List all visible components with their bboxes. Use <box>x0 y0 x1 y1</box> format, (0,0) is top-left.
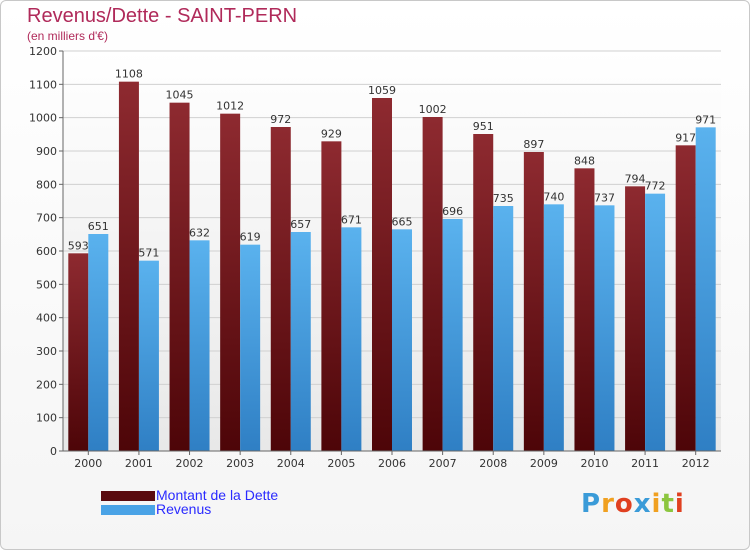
bar-dette <box>220 113 241 452</box>
bar-revenus <box>240 244 261 451</box>
data-label-dette: 593 <box>68 239 89 252</box>
y-tick-label: 900 <box>36 145 57 158</box>
data-label-revenus: 619 <box>240 231 261 244</box>
x-tick-label: 2012 <box>682 457 710 470</box>
x-tick-label: 2003 <box>226 457 254 470</box>
data-label-dette: 951 <box>473 120 494 133</box>
bar-revenus <box>88 234 109 451</box>
bar-dette <box>68 253 89 451</box>
data-label-revenus: 772 <box>645 180 666 193</box>
data-label-revenus: 632 <box>189 226 210 239</box>
bar-revenus <box>341 227 362 451</box>
y-tick-label: 400 <box>36 312 57 325</box>
x-tick-label: 2002 <box>176 457 204 470</box>
bar-revenus <box>543 204 564 451</box>
data-label-revenus: 671 <box>341 213 362 226</box>
y-tick-label: 1200 <box>29 45 57 58</box>
y-tick-label: 300 <box>36 345 57 358</box>
logo-letter: P <box>581 489 602 519</box>
bar-dette <box>625 186 646 452</box>
bar-dette <box>675 145 696 452</box>
data-label-dette: 929 <box>321 127 342 140</box>
data-label-revenus: 740 <box>543 190 564 203</box>
logo-letter: i <box>651 489 662 519</box>
logo-letter: r <box>601 489 615 519</box>
y-tick-label: 1100 <box>29 78 57 91</box>
y-tick-label: 500 <box>36 278 57 291</box>
y-tick-label: 800 <box>36 178 57 191</box>
chart-title: Revenus/Dette - SAINT-PERN <box>27 5 298 27</box>
data-label-revenus: 651 <box>88 220 109 233</box>
bar-dette <box>422 117 443 451</box>
bar-revenus <box>392 229 412 451</box>
bar-dette <box>169 102 190 452</box>
x-tick-label: 2007 <box>429 457 457 470</box>
x-tick-label: 2006 <box>378 457 406 470</box>
data-label-revenus: 665 <box>392 215 413 228</box>
bar-revenus <box>695 127 716 451</box>
data-label-dette: 1012 <box>216 100 244 113</box>
bar-revenus <box>189 240 210 451</box>
data-label-dette: 848 <box>574 154 595 167</box>
logo-letter: o <box>614 489 634 519</box>
data-label-dette: 1002 <box>419 103 447 116</box>
y-tick-label: 600 <box>36 245 57 258</box>
data-label-dette: 794 <box>625 172 646 185</box>
x-tick-label: 2010 <box>580 457 608 470</box>
proxiti-logo: Proxiti <box>581 489 685 519</box>
y-tick-label: 200 <box>36 378 57 391</box>
x-tick-label: 2008 <box>479 457 507 470</box>
x-tick-label: 2000 <box>74 457 102 470</box>
y-tick-label: 1000 <box>29 112 57 125</box>
logo-letter: i <box>674 489 685 519</box>
legend-label-debt: Montant de la Dette <box>156 487 279 503</box>
data-label-revenus: 696 <box>442 205 463 218</box>
data-label-dette: 972 <box>270 113 291 126</box>
y-tick-label: 0 <box>50 445 57 458</box>
y-tick-label: 100 <box>36 412 57 425</box>
x-tick-label: 2005 <box>327 457 355 470</box>
bar-dette <box>523 152 544 451</box>
x-tick-label: 2011 <box>631 457 659 470</box>
x-tick-label: 2004 <box>277 457 305 470</box>
bar-revenus <box>645 193 666 451</box>
data-label-dette: 1059 <box>368 84 396 97</box>
bar-revenus <box>442 219 463 451</box>
data-label-dette: 1108 <box>115 68 143 81</box>
bar-dette <box>321 141 342 452</box>
bar-revenus <box>138 260 159 451</box>
bar-dette <box>372 98 392 451</box>
legend-label-revenus: Revenus <box>156 501 212 517</box>
data-label-dette: 897 <box>523 138 544 151</box>
x-tick-label: 2009 <box>530 457 558 470</box>
legend-swatch-debt <box>101 491 155 501</box>
legend-swatch-revenus <box>101 505 155 515</box>
logo-letter: x <box>633 489 652 519</box>
bar-revenus <box>594 205 615 451</box>
chart-subtitle: (en milliers d'€) <box>27 29 108 43</box>
data-label-dette: 1045 <box>166 89 194 102</box>
data-label-revenus: 571 <box>138 247 159 260</box>
x-tick-label: 2001 <box>125 457 153 470</box>
data-label-dette: 917 <box>675 131 696 144</box>
bar-dette <box>574 168 595 452</box>
data-label-revenus: 657 <box>290 218 311 231</box>
bar-revenus <box>493 206 514 451</box>
y-tick-label: 700 <box>36 212 57 225</box>
data-label-revenus: 735 <box>493 192 514 205</box>
data-label-revenus: 971 <box>695 113 716 126</box>
bar-dette <box>270 127 291 451</box>
bar-revenus <box>290 232 311 451</box>
bar-dette <box>118 81 139 452</box>
logo-letter: t <box>661 489 675 519</box>
bar-dette <box>473 134 494 451</box>
data-label-revenus: 737 <box>594 191 615 204</box>
